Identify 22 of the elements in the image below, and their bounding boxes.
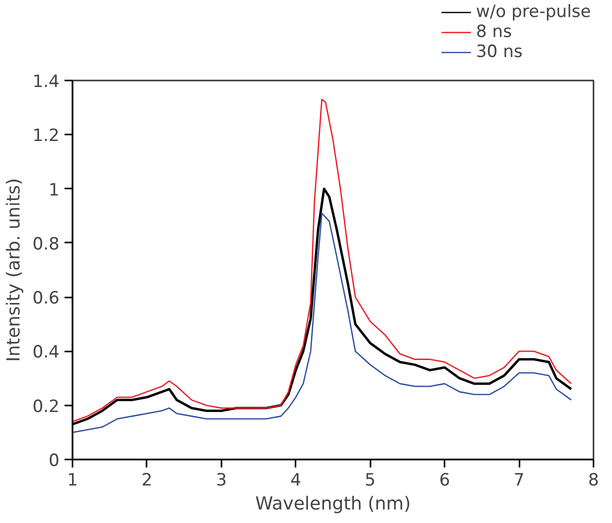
- x-axis-title: Wavelength (nm): [255, 494, 411, 514]
- y-tick-label: 0.2: [32, 396, 60, 417]
- x-tick-label: 4: [290, 470, 302, 490]
- legend-label: 8 ns: [476, 22, 512, 42]
- y-tick-label: 0.6: [32, 288, 60, 309]
- x-tick-label: 3: [216, 470, 227, 490]
- legend-label: 30 ns: [476, 42, 523, 62]
- y-tick-label: 0.4: [32, 342, 60, 363]
- y-tick-label: 1.4: [32, 72, 60, 92]
- y-tick-label: 1: [48, 180, 60, 200]
- y-axis-title: Intensity (arb. units): [3, 178, 24, 362]
- x-tick-label: 6: [439, 470, 450, 490]
- y-tick-label: 0: [48, 451, 60, 471]
- y-tick-label: 0.8: [32, 234, 60, 254]
- line-series: [72, 98, 572, 422]
- x-tick-label: 5: [364, 470, 376, 490]
- x-tick-label: 8: [588, 470, 599, 490]
- x-tick-label: 7: [514, 470, 524, 490]
- legend-label: w/o pre-pulse: [476, 2, 591, 22]
- x-tick-label: 2: [142, 470, 152, 490]
- x-tick-label: 1: [67, 470, 78, 490]
- y-tick-label: 1.2: [32, 126, 60, 146]
